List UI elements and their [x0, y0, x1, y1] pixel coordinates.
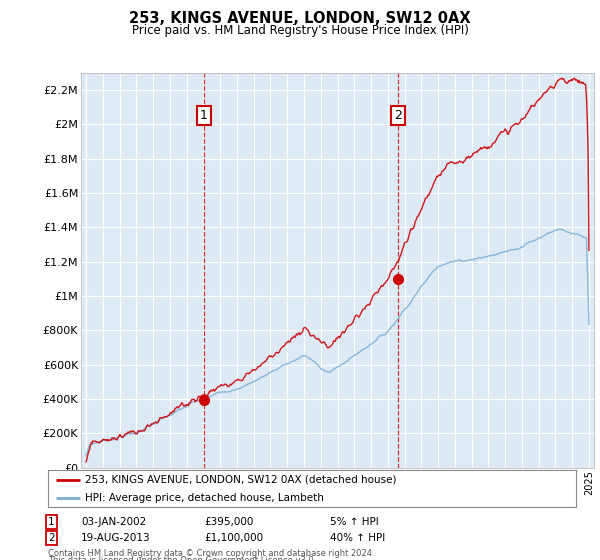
Text: 1: 1: [48, 517, 55, 527]
Text: 2: 2: [394, 109, 402, 122]
Text: 5% ↑ HPI: 5% ↑ HPI: [330, 517, 379, 527]
Text: This data is licensed under the Open Government Licence v3.0.: This data is licensed under the Open Gov…: [48, 556, 316, 560]
Text: £395,000: £395,000: [204, 517, 253, 527]
Text: 1: 1: [200, 109, 208, 122]
Text: £1,100,000: £1,100,000: [204, 533, 263, 543]
Text: HPI: Average price, detached house, Lambeth: HPI: Average price, detached house, Lamb…: [85, 493, 324, 503]
Text: 03-JAN-2002: 03-JAN-2002: [81, 517, 146, 527]
Text: 40% ↑ HPI: 40% ↑ HPI: [330, 533, 385, 543]
Text: 253, KINGS AVENUE, LONDON, SW12 0AX: 253, KINGS AVENUE, LONDON, SW12 0AX: [129, 11, 471, 26]
Text: 19-AUG-2013: 19-AUG-2013: [81, 533, 151, 543]
Text: Contains HM Land Registry data © Crown copyright and database right 2024.: Contains HM Land Registry data © Crown c…: [48, 549, 374, 558]
Text: 2: 2: [48, 533, 55, 543]
Text: Price paid vs. HM Land Registry's House Price Index (HPI): Price paid vs. HM Land Registry's House …: [131, 24, 469, 36]
Text: 253, KINGS AVENUE, LONDON, SW12 0AX (detached house): 253, KINGS AVENUE, LONDON, SW12 0AX (det…: [85, 474, 397, 484]
